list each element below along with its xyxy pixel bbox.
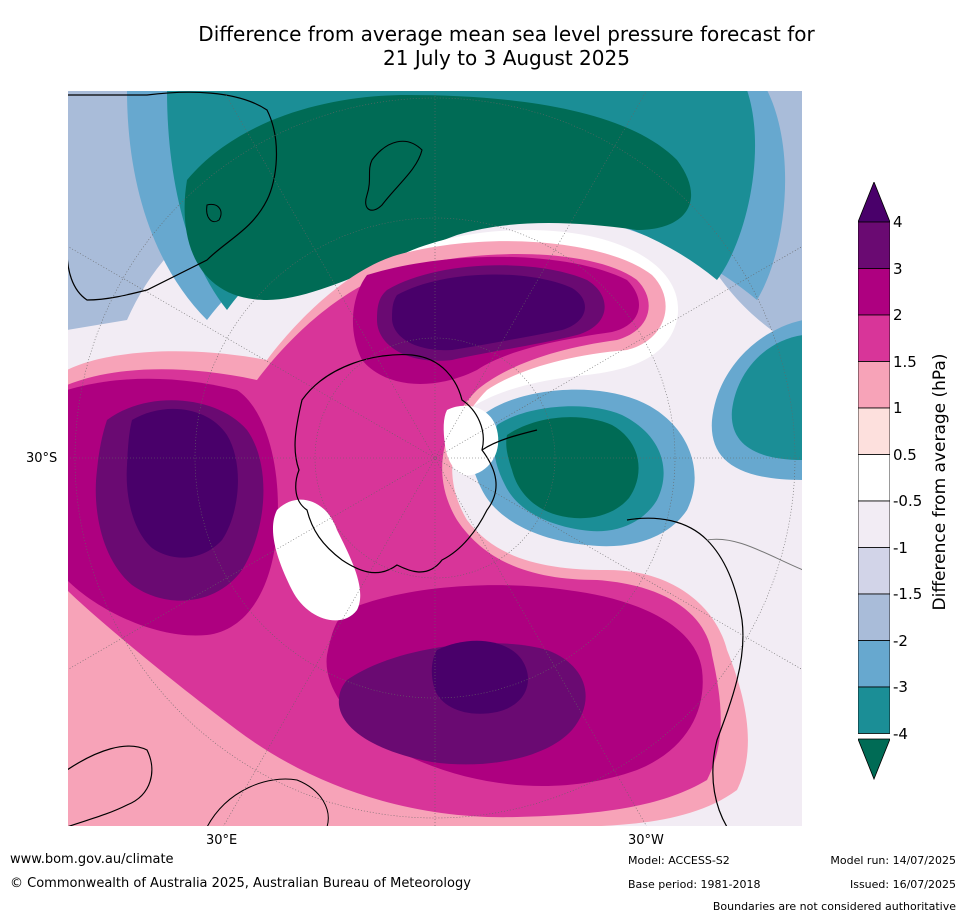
title-line-2: 21 July to 3 August 2025 (383, 46, 630, 70)
title-line-1: Difference from average mean sea level p… (198, 22, 815, 46)
colorbar-tick-label: -1 (893, 538, 908, 557)
colorbar-cells (857, 221, 891, 734)
colorbar-cell (857, 640, 891, 688)
colorbar-tick-label: -3 (893, 678, 908, 696)
footer-disclaimer: Boundaries are not considered authoritat… (712, 900, 956, 913)
high-south-atlantic (431, 640, 529, 714)
colorbar-cell (857, 221, 891, 269)
madagascar-outline (206, 778, 329, 827)
lon-label-30e: 30°E (206, 833, 238, 848)
south-america-outline (626, 517, 744, 827)
footer-issued: Issued: 16/07/2025 (849, 878, 956, 891)
map-frame (67, 90, 803, 827)
low-tasman-nz (184, 95, 692, 300)
colorbar-over-triangle (857, 180, 891, 223)
antarctica-outline (294, 353, 497, 574)
chart-title: Difference from average mean sea level p… (0, 22, 965, 70)
antarctic-peninsula (481, 429, 538, 451)
footer-model: Model: ACCESS-S2 (628, 854, 730, 867)
graticule (67, 90, 803, 827)
colorbar-title: Difference from average (hPa) (930, 353, 950, 611)
colorbar-cell (857, 268, 891, 316)
colorbar-cell (857, 361, 891, 409)
lat-label-30s: 30°S (26, 451, 58, 466)
colorbar-under-triangle (857, 738, 891, 781)
colorbar-cell (857, 593, 891, 641)
map-svg (67, 90, 803, 827)
colorbar-tick-label: -2 (893, 631, 908, 650)
colorbar-tick-label: 2 (893, 306, 903, 324)
australia-outline (67, 91, 277, 301)
colorbar-cell (857, 686, 891, 734)
low-amundsen-sea (506, 417, 639, 519)
colorbar-tick-label: 3 (893, 259, 903, 278)
colorbar-tick-label: -0.5 (893, 492, 923, 510)
colorbar-tick-label: 0.5 (893, 445, 917, 464)
africa-outline (67, 745, 153, 827)
footer-base-period: Base period: 1981-2018 (628, 878, 761, 891)
new-zealand-outline (365, 140, 423, 211)
colorbar-cell (857, 314, 891, 362)
footer-model-run: Model run: 14/07/2025 (830, 854, 956, 867)
high-south-pacific (392, 274, 585, 351)
lon-label-30w: 30°W (628, 833, 664, 848)
pressure-anomaly-map (67, 90, 803, 827)
colorbar-tick-label: 1 (893, 399, 903, 417)
colorbar-tick-label: -4 (893, 724, 908, 743)
south-america-border (706, 538, 803, 571)
colorbar-tick-label: 1.5 (893, 352, 917, 371)
high-south-indian (126, 408, 238, 558)
tasmania-outline (206, 203, 222, 223)
colorbar (857, 180, 891, 782)
colorbar-cell (857, 547, 891, 595)
footer-website[interactable]: www.bom.gov.au/climate (10, 852, 174, 867)
colorbar-cell (857, 500, 891, 548)
footer-copyright: © Commonwealth of Australia 2025, Austra… (10, 876, 471, 891)
colorbar-tick-label: 4 (893, 213, 903, 231)
colorbar-tick-label: -1.5 (893, 585, 923, 603)
colorbar-cell (857, 407, 891, 455)
region-near-zero-weddell (272, 499, 361, 621)
colorbar-svg (857, 180, 891, 781)
low-southeast-pacific (731, 335, 803, 460)
colorbar-cell (857, 454, 891, 502)
